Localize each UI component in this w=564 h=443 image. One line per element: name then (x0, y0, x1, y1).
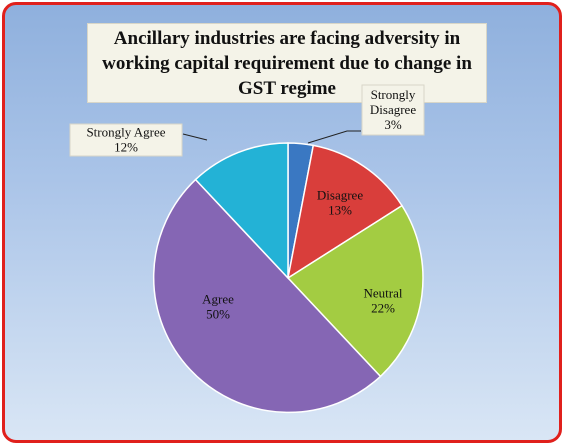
leader-line-strongly-agree (182, 133, 208, 141)
pie-slices (152, 142, 424, 414)
data-label-name-strongly-disagree: Strongly (371, 87, 416, 102)
data-label-value-strongly-agree: 12% (114, 140, 138, 155)
data-label-box-strongly-agree (69, 123, 183, 157)
leader-lines (182, 130, 361, 144)
pie-slice-disagree (286, 144, 404, 280)
chart-title-box: Ancillary industries are facing adversit… (87, 23, 487, 103)
pie-slice-neutral (286, 204, 424, 378)
pie-chart: StronglyDisagree3%Disagree13%Neutral22%A… (69, 84, 425, 414)
data-label-name-strongly-disagree: Disagree (370, 102, 416, 117)
pie-slice-agree (152, 178, 382, 414)
data-label-value-strongly-disagree: 3% (384, 117, 402, 132)
data-label-value-neutral: 22% (371, 301, 395, 316)
data-label-value-agree: 50% (206, 307, 230, 322)
data-label-box-strongly-disagree (361, 84, 425, 136)
leader-line-strongly-disagree (307, 130, 361, 144)
data-label-name-strongly-agree: Strongly Agree (86, 125, 165, 140)
data-label-name-disagree: Disagree (317, 188, 363, 203)
data-labels: StronglyDisagree3%Disagree13%Neutral22%A… (69, 84, 425, 322)
data-label-name-neutral: Neutral (364, 286, 403, 301)
data-label-value-disagree: 13% (328, 203, 352, 218)
chart-title: Ancillary industries are facing adversit… (102, 27, 472, 99)
pie-slice-strongly-agree (194, 142, 289, 280)
data-label-name-agree: Agree (202, 292, 234, 307)
